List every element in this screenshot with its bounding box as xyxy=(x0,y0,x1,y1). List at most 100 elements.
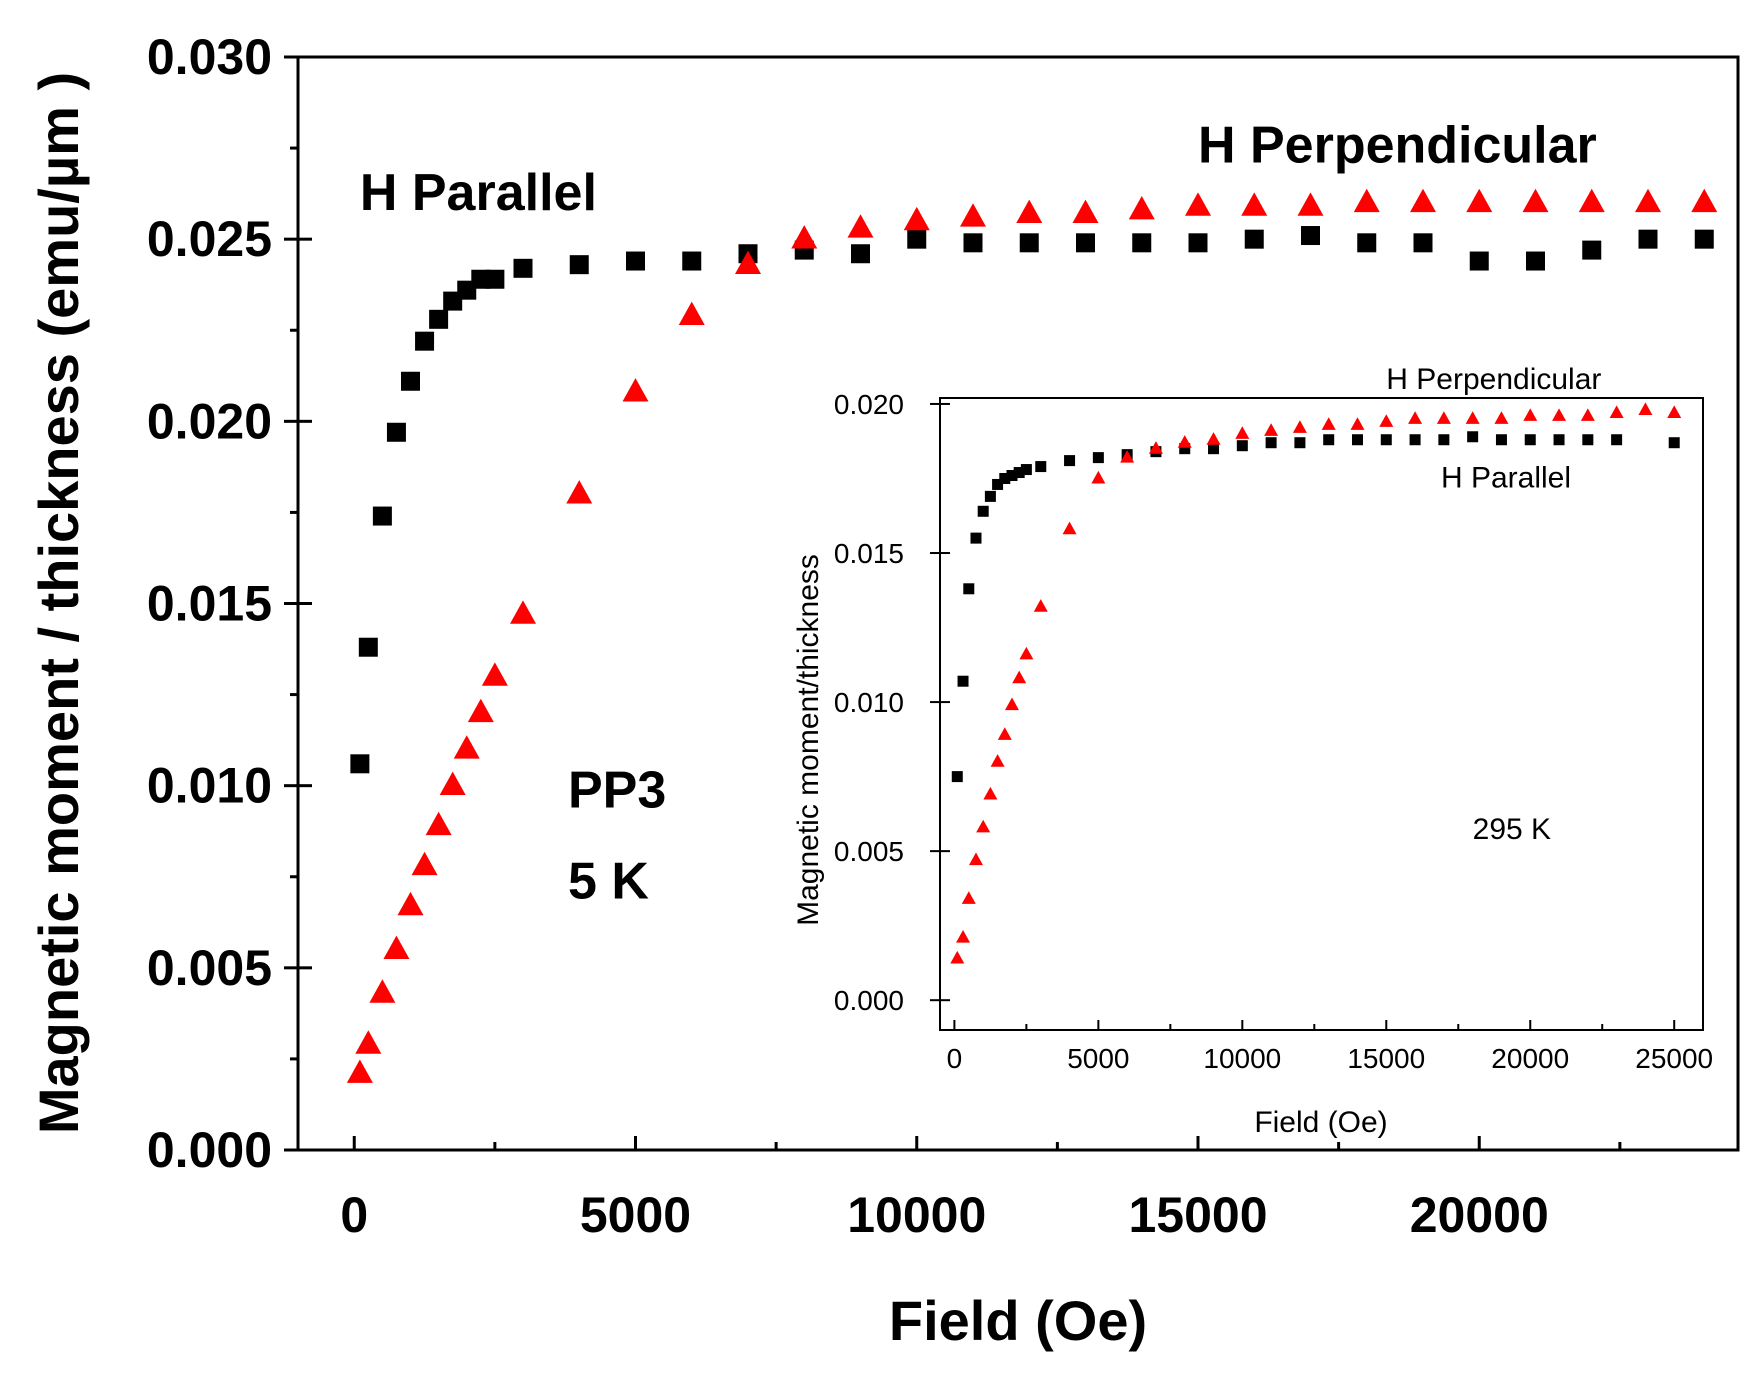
main-x-tick-label: 10000 xyxy=(847,1187,986,1243)
inset-point-h-parallel xyxy=(1035,461,1047,473)
inset-point-h-parallel xyxy=(1467,431,1479,443)
inset-point-h-perpendicular xyxy=(1465,411,1480,424)
inset-point-h-parallel xyxy=(1092,452,1104,464)
inset-point-h-perpendicular xyxy=(1580,408,1595,421)
inset-point-h-parallel xyxy=(1524,434,1536,446)
main-annotation: H Parallel xyxy=(360,164,597,222)
inset-x-tick-label: 5000 xyxy=(1067,1043,1129,1074)
main-point-h-perpendicular xyxy=(735,250,761,275)
inset-x-tick-label: 15000 xyxy=(1347,1043,1425,1074)
main-point-h-parallel xyxy=(1694,229,1714,249)
inset-point-h-parallel xyxy=(970,532,982,544)
main-point-h-perpendicular xyxy=(1522,188,1549,213)
main-point-h-parallel xyxy=(513,258,533,278)
main-point-h-perpendicular xyxy=(903,206,930,231)
main-point-h-perpendicular xyxy=(566,480,593,504)
inset-point-h-perpendicular xyxy=(1292,420,1307,433)
inset-y-axis-title: Magnetic moment/thickness xyxy=(792,554,825,926)
inset-point-h-perpendicular xyxy=(968,852,983,866)
main-point-h-parallel xyxy=(1132,233,1152,253)
inset-point-h-perpendicular xyxy=(1264,423,1279,436)
inset-point-h-parallel xyxy=(951,771,963,783)
inset-point-h-parallel xyxy=(1265,437,1277,449)
inset-point-h-perpendicular xyxy=(961,891,976,904)
inset-point-h-parallel xyxy=(999,472,1011,484)
main-point-h-parallel xyxy=(1469,251,1489,271)
main-point-h-perpendicular xyxy=(1128,195,1155,220)
inset-point-h-perpendicular xyxy=(1638,402,1653,415)
main-point-h-parallel xyxy=(1357,233,1377,253)
inset-x-tick-label: 25000 xyxy=(1635,1043,1713,1074)
main-point-h-perpendicular xyxy=(425,811,452,836)
inset-point-h-perpendicular xyxy=(1350,417,1365,430)
inset-point-h-perpendicular xyxy=(997,727,1012,740)
inset-point-h-perpendicular xyxy=(1120,450,1135,463)
inset-x-axis-title: Field (Oe) xyxy=(1254,1106,1387,1139)
inset-point-h-perpendicular xyxy=(1033,599,1048,612)
main-point-h-parallel xyxy=(1526,251,1545,271)
inset-point-h-perpendicular xyxy=(1004,697,1019,711)
main-plot: 0 5000 10000 15000 20000 0.000 0.005 0.010 0.015… xyxy=(27,29,1740,1352)
inset-point-h-parallel xyxy=(1323,434,1335,446)
inset-point-h-parallel xyxy=(1013,467,1025,479)
main-y-tick-label: 0.030 xyxy=(147,29,272,85)
main-point-h-parallel xyxy=(401,371,420,391)
inset-point-h-parallel xyxy=(1380,434,1392,446)
inset-y-tick-label: 0.010 xyxy=(834,687,904,718)
main-point-h-parallel xyxy=(963,233,983,253)
inset-point-h-parallel xyxy=(977,505,989,517)
inset-x-tick-label: 20000 xyxy=(1491,1043,1569,1074)
inset-point-h-perpendicular xyxy=(1091,470,1106,484)
main-point-h-perpendicular xyxy=(346,1059,373,1083)
main-point-h-perpendicular xyxy=(791,225,818,249)
inset-annotation: H Perpendicular xyxy=(1386,363,1601,396)
main-annotation: H Perpendicular xyxy=(1198,117,1597,175)
main-point-h-parallel xyxy=(350,754,370,774)
main-point-h-perpendicular xyxy=(1016,199,1043,224)
main-point-h-parallel xyxy=(429,309,449,329)
inset-point-h-parallel xyxy=(1582,434,1594,446)
main-y-tick-label: 0.005 xyxy=(147,940,272,996)
inset-point-h-perpendicular xyxy=(1379,414,1394,427)
inset-point-h-perpendicular xyxy=(1235,426,1250,439)
main-point-h-perpendicular xyxy=(355,1030,382,1054)
main-y-tick-label: 0.025 xyxy=(147,211,272,267)
main-point-h-parallel xyxy=(1244,229,1264,249)
inset-point-h-parallel xyxy=(984,490,996,502)
inset-point-h-parallel xyxy=(1236,440,1248,452)
inset-point-h-parallel xyxy=(1553,434,1565,446)
main-annotation: 5 K xyxy=(568,853,649,911)
main-point-h-perpendicular xyxy=(467,698,494,723)
inset-point-h-perpendicular xyxy=(1206,432,1221,445)
main-point-h-perpendicular xyxy=(1578,188,1605,213)
inset-y-tick-label: 0.005 xyxy=(834,836,904,867)
main-point-h-parallel xyxy=(1413,233,1433,253)
main-point-h-parallel xyxy=(1019,233,1039,253)
main-point-h-parallel xyxy=(386,422,406,442)
main-point-h-parallel xyxy=(907,229,927,249)
inset-point-h-perpendicular xyxy=(1019,646,1034,660)
main-point-h-parallel xyxy=(682,251,702,271)
main-point-h-parallel xyxy=(1638,229,1658,249)
inset-point-h-perpendicular xyxy=(1177,435,1192,448)
inset-point-h-perpendicular xyxy=(976,819,991,833)
main-x-tick-label: 15000 xyxy=(1128,1187,1267,1243)
main-point-h-parallel xyxy=(358,637,378,657)
inset-point-h-perpendicular xyxy=(1408,411,1423,424)
main-point-h-parallel xyxy=(626,251,645,271)
main-point-h-perpendicular xyxy=(383,935,410,959)
inset-point-h-perpendicular xyxy=(1436,411,1451,424)
inset-annotations: H Perpendicular H Parallel 295 K xyxy=(1386,363,1601,846)
inset-point-h-perpendicular xyxy=(1667,405,1682,418)
inset-y-tick-label: 0.000 xyxy=(834,985,904,1016)
inset-point-h-parallel xyxy=(1351,434,1363,446)
main-point-h-perpendicular xyxy=(960,203,986,227)
main-point-h-perpendicular xyxy=(1466,188,1493,213)
inset-ticks xyxy=(930,402,1676,1030)
main-annotation: PP3 xyxy=(568,762,666,820)
inset-point-h-parallel xyxy=(1208,443,1220,455)
main-point-h-perpendicular xyxy=(369,979,396,1003)
main-point-h-parallel xyxy=(851,244,870,264)
main-point-h-parallel xyxy=(415,331,435,351)
